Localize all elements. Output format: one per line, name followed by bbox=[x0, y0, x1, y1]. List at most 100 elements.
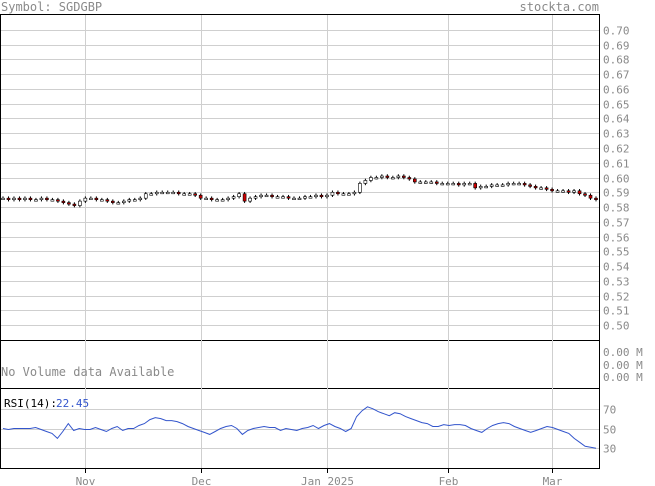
candle-body bbox=[319, 194, 324, 198]
candle-body bbox=[56, 199, 60, 202]
candle-body bbox=[544, 187, 549, 190]
candle-body bbox=[566, 190, 571, 193]
candle-body bbox=[456, 183, 461, 186]
candle-body bbox=[341, 193, 346, 196]
candle-body bbox=[226, 197, 230, 200]
price-tick-label: 0.62 bbox=[603, 143, 630, 156]
x-tick-label: Feb bbox=[439, 475, 459, 486]
candle-body bbox=[281, 196, 285, 199]
candle-body bbox=[462, 183, 467, 186]
rsi-value: 22.45 bbox=[56, 397, 89, 410]
candle-body bbox=[407, 177, 412, 180]
volume-tick-label: 0.00 M bbox=[603, 371, 643, 384]
candle-body bbox=[132, 199, 137, 202]
candle-body bbox=[121, 200, 126, 203]
candle-body bbox=[347, 193, 351, 196]
candle-body bbox=[143, 193, 148, 199]
brand-link[interactable]: stockta.com bbox=[520, 0, 599, 14]
candle-body bbox=[385, 175, 390, 178]
candle-body bbox=[94, 197, 99, 200]
candle-body bbox=[303, 196, 307, 199]
candle-body bbox=[45, 197, 49, 200]
candle-body bbox=[495, 184, 499, 187]
x-tick-label: Mar bbox=[543, 475, 563, 486]
candle-body bbox=[467, 183, 472, 186]
candle-body bbox=[39, 197, 44, 200]
price-tick-label: 0.67 bbox=[603, 69, 630, 82]
candle-body bbox=[434, 181, 439, 184]
rsi-line bbox=[2, 406, 597, 449]
candle-body bbox=[61, 200, 66, 203]
candle-body bbox=[149, 193, 154, 196]
rsi-tick-label: 50 bbox=[603, 424, 616, 437]
candle-body bbox=[440, 183, 445, 186]
candle-body bbox=[12, 197, 16, 200]
candle-body bbox=[583, 193, 587, 196]
price-panel bbox=[0, 14, 600, 341]
candle-body bbox=[358, 183, 362, 193]
rsi-axis: 70 50 30 bbox=[603, 404, 616, 456]
price-tick-label: 0.54 bbox=[603, 261, 630, 274]
candle-body bbox=[89, 197, 93, 200]
candle-body bbox=[182, 193, 186, 196]
candle-body bbox=[204, 197, 208, 200]
candle-body bbox=[111, 200, 115, 203]
candle-body bbox=[528, 184, 532, 187]
candle-body bbox=[72, 203, 77, 206]
candle-body bbox=[116, 202, 121, 205]
candle-body bbox=[237, 193, 241, 198]
price-tick-label: 0.53 bbox=[603, 276, 630, 289]
price-tick-label: 0.64 bbox=[603, 113, 630, 126]
price-tick-label: 0.59 bbox=[603, 187, 630, 200]
candle-body bbox=[275, 196, 280, 199]
price-tick-label: 0.69 bbox=[603, 40, 630, 53]
candle-body bbox=[478, 186, 483, 189]
candle-body bbox=[451, 183, 456, 186]
volume-tick-label: 0.00 M bbox=[603, 359, 643, 372]
candle-body bbox=[539, 187, 543, 190]
price-tick-label: 0.52 bbox=[603, 291, 630, 304]
candle-body bbox=[330, 191, 335, 196]
candle-body bbox=[264, 194, 269, 198]
price-tick-label: 0.63 bbox=[603, 128, 630, 141]
candle-body bbox=[23, 197, 27, 200]
candle-body bbox=[193, 193, 197, 196]
candle-body bbox=[588, 194, 593, 199]
candle-body bbox=[50, 199, 55, 202]
rsi-tick-label: 70 bbox=[603, 404, 616, 417]
price-tick-label: 0.57 bbox=[603, 217, 630, 230]
candle-body bbox=[423, 181, 428, 184]
price-tick-label: 0.70 bbox=[603, 25, 630, 38]
candle-body bbox=[555, 190, 560, 193]
candle-body bbox=[253, 196, 258, 199]
candle-body bbox=[429, 181, 434, 184]
volume-axis: 0.00 M0.00 M0.00 M bbox=[603, 346, 643, 384]
candle-body bbox=[165, 191, 170, 195]
no-volume-note: No Volume data Available bbox=[1, 365, 174, 379]
price-tick-label: 0.55 bbox=[603, 246, 630, 259]
candle-body bbox=[78, 200, 82, 206]
candle-body bbox=[259, 194, 263, 198]
x-tick-label: Dec bbox=[192, 475, 212, 486]
candle-body bbox=[286, 196, 291, 199]
candle-body bbox=[473, 183, 478, 189]
candle-body bbox=[270, 194, 274, 198]
candle-body bbox=[308, 196, 313, 199]
candle-body bbox=[374, 177, 379, 180]
grid bbox=[1, 15, 599, 468]
symbol-label: Symbol: SGDGBP bbox=[1, 0, 102, 14]
x-tick-label: Nov bbox=[76, 475, 96, 486]
candle-body bbox=[154, 191, 159, 195]
candle-body bbox=[248, 197, 252, 202]
candle-body bbox=[1, 197, 5, 200]
price-tick-label: 0.56 bbox=[603, 232, 630, 245]
candle-body bbox=[402, 175, 406, 178]
price-tick-label: 0.58 bbox=[603, 202, 630, 215]
candle-body bbox=[105, 199, 110, 202]
price-tick-label: 0.68 bbox=[603, 54, 630, 67]
candle-body bbox=[561, 190, 565, 193]
candle-body bbox=[517, 183, 521, 186]
candle-body bbox=[28, 197, 33, 200]
candle-body bbox=[17, 197, 22, 200]
